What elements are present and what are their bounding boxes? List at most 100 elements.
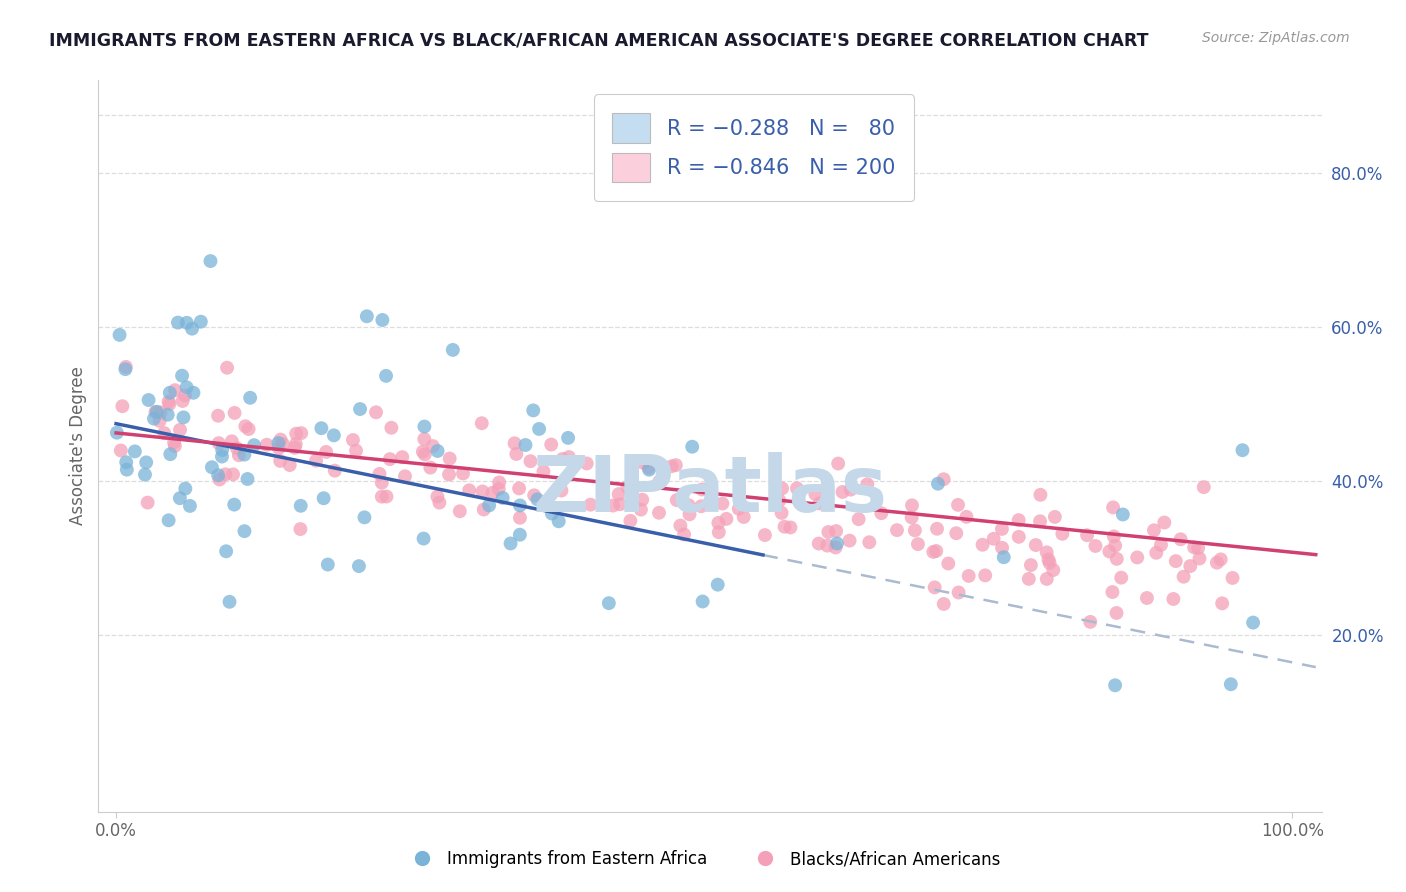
Point [1164, 554, 1187, 568]
Point [413, 447, 436, 461]
Point [1078, 615, 1101, 629]
Point [1101, 585, 1123, 599]
Point [598, 596, 620, 610]
Point [1222, 571, 1244, 585]
Point [124, 444, 146, 458]
Point [1084, 539, 1107, 553]
Point [380, 421, 402, 435]
Point [492, 491, 515, 505]
Point [661, 459, 683, 474]
Point [925, 522, 948, 536]
Point [817, 524, 839, 539]
Point [316, 558, 339, 572]
Point [1209, 552, 1232, 566]
Point [169, 491, 191, 506]
Point [163, 383, 186, 397]
Point [523, 488, 546, 502]
Point [1038, 552, 1060, 566]
Point [808, 496, 831, 510]
Point [786, 482, 808, 496]
Point [451, 467, 474, 481]
Point [211, 442, 233, 457]
Point [183, 385, 205, 400]
Point [115, 359, 138, 374]
Point [770, 506, 793, 520]
Point [371, 313, 394, 327]
Point [413, 432, 436, 446]
Point [437, 467, 460, 482]
Point [243, 438, 266, 452]
Point [394, 469, 416, 483]
Point [1153, 516, 1175, 530]
Point [1241, 615, 1264, 630]
Point [1150, 538, 1173, 552]
Point [284, 437, 307, 451]
Point [285, 426, 308, 441]
Point [631, 492, 654, 507]
Point [607, 487, 630, 501]
Point [925, 544, 948, 558]
Point [827, 457, 849, 471]
Point [157, 394, 180, 409]
Point [907, 537, 929, 551]
Point [815, 539, 838, 553]
Point [115, 463, 138, 477]
Point [1173, 570, 1195, 584]
Point [426, 490, 449, 504]
Point [239, 391, 262, 405]
Point [856, 477, 879, 491]
Point [347, 559, 370, 574]
Point [471, 484, 494, 499]
Point [441, 343, 464, 357]
Point [305, 453, 328, 467]
Point [669, 518, 692, 533]
Point [922, 545, 945, 559]
Point [181, 321, 204, 335]
Point [779, 520, 801, 534]
Point [1043, 509, 1066, 524]
Point [839, 483, 862, 497]
Point [825, 524, 848, 538]
Point [207, 468, 229, 483]
Point [690, 483, 713, 497]
Point [1180, 559, 1202, 574]
Point [619, 514, 641, 528]
Point [609, 497, 631, 511]
Point [371, 475, 394, 490]
Point [678, 508, 700, 522]
Point [1098, 544, 1121, 558]
Point [201, 460, 224, 475]
Point [208, 473, 231, 487]
Point [948, 585, 970, 599]
Legend: R = −0.288   N =   80, R = −0.846   N = 200: R = −0.288 N = 80, R = −0.846 N = 200 [593, 95, 914, 202]
Point [290, 522, 312, 536]
Point [1104, 678, 1126, 692]
Point [527, 422, 550, 436]
Point [1019, 558, 1042, 572]
Point [391, 450, 413, 464]
Point [1144, 546, 1167, 560]
Point [478, 499, 501, 513]
Point [1105, 606, 1128, 620]
Point [733, 510, 755, 524]
Point [1192, 480, 1215, 494]
Point [533, 465, 555, 479]
Point [218, 595, 240, 609]
Point [678, 498, 700, 512]
Point [1018, 572, 1040, 586]
Point [353, 510, 375, 524]
Point [932, 597, 955, 611]
Point [648, 475, 671, 489]
Point [136, 495, 159, 509]
Point [142, 411, 165, 425]
Point [208, 436, 231, 450]
Point [630, 502, 652, 516]
Legend: Immigrants from Eastern Africa, Blacks/African Americans: Immigrants from Eastern Africa, Blacks/A… [398, 844, 1008, 875]
Point [238, 422, 260, 436]
Point [356, 310, 378, 324]
Point [344, 443, 367, 458]
Point [145, 405, 167, 419]
Point [526, 492, 548, 507]
Point [1219, 677, 1241, 691]
Point [1076, 528, 1098, 542]
